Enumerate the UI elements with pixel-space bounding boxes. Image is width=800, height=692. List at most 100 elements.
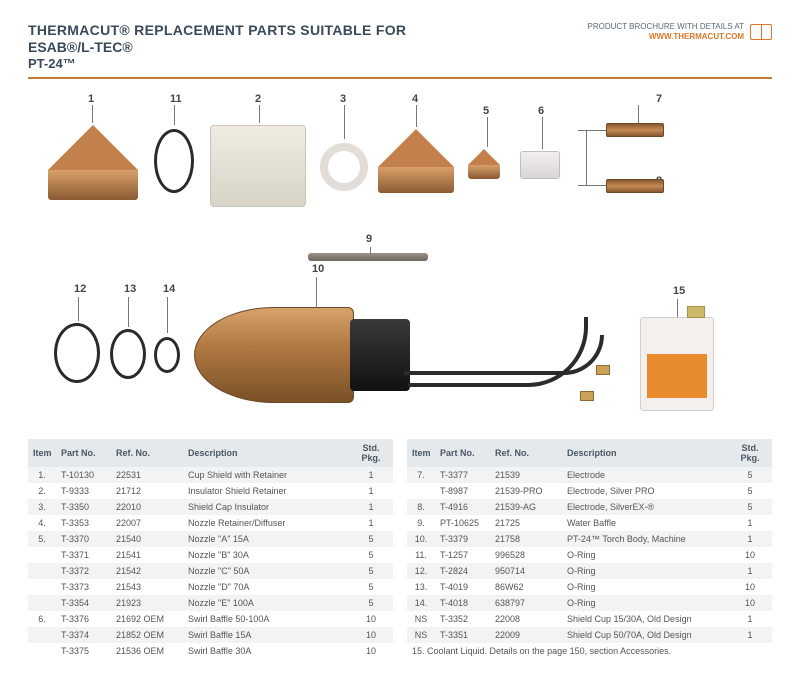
table-cell: Electrode, SilverEX-® (562, 499, 728, 515)
table-cell: 10 (728, 547, 772, 563)
table-cell: Nozzle "C" 50A (183, 563, 349, 579)
table-cell: 14. (407, 595, 435, 611)
table-cell: T-3372 (56, 563, 111, 579)
table-cell (28, 579, 56, 595)
table-row: T-898721539-PROElectrode, Silver PRO5 (407, 483, 772, 499)
th-ref: Ref. No. (490, 439, 562, 467)
table-cell: 21712 (111, 483, 183, 499)
table-row: NST-335222008Shield Cup 15/30A, Old Desi… (407, 611, 772, 627)
table-cell: 638797 (490, 595, 562, 611)
table-cell: Cup Shield with Retainer (183, 467, 349, 483)
parts-table-right: Item Part No. Ref. No. Description Std. … (407, 439, 772, 659)
callout-15: 15 (673, 285, 685, 297)
table-cell: Nozzle "E" 100A (183, 595, 349, 611)
table-row: 9.PT-1062521725Water Baffle1 (407, 515, 772, 531)
table-cell (28, 595, 56, 611)
table-cell: 21540 (111, 531, 183, 547)
table-cell: 4. (28, 515, 56, 531)
callout-12: 12 (74, 283, 86, 295)
part-14-oring (154, 337, 180, 373)
table-cell: PT-24™ Torch Body, Machine (562, 531, 728, 547)
table-cell: 1 (349, 483, 393, 499)
table-cell: 21542 (111, 563, 183, 579)
part-8-electrode (606, 179, 664, 193)
table-cell: 5 (349, 531, 393, 547)
table-cell: 22009 (490, 627, 562, 643)
th-pkg: Std. Pkg. (728, 439, 772, 467)
table-cell: O-Ring (562, 563, 728, 579)
brochure-link[interactable]: WWW.THERMACUT.COM (588, 32, 744, 42)
table-cell: Insulator Shield Retainer (183, 483, 349, 499)
part-1-shield-cup (48, 125, 138, 200)
table-cell: NS (407, 611, 435, 627)
table-cell: 21852 OEM (111, 627, 183, 643)
table-cell: T-9333 (56, 483, 111, 499)
part-10-cable-2 (408, 317, 588, 387)
table-cell: 5 (349, 595, 393, 611)
table-cell: Water Baffle (562, 515, 728, 531)
table-cell: Nozzle "A" 15A (183, 531, 349, 547)
footnote-row: 15. Coolant Liquid. Details on the page … (407, 643, 772, 659)
table-cell: 21923 (111, 595, 183, 611)
table-cell: 21541 (111, 547, 183, 563)
th-ref: Ref. No. (111, 439, 183, 467)
th-desc: Description (183, 439, 349, 467)
table-cell: 1 (349, 499, 393, 515)
table-cell: 21692 OEM (111, 611, 183, 627)
table-cell: 10 (728, 595, 772, 611)
table-cell: Electrode, Silver PRO (562, 483, 728, 499)
table-cell: Nozzle "D" 70A (183, 579, 349, 595)
table-cell: 7. (407, 467, 435, 483)
table-cell (407, 483, 435, 499)
table-cell: NS (407, 627, 435, 643)
table-cell (28, 627, 56, 643)
table-cell: 5 (728, 483, 772, 499)
table-cell: Nozzle Retainer/Diffuser (183, 515, 349, 531)
table-cell: 1 (728, 611, 772, 627)
page-header: THERMACUT® REPLACEMENT PARTS SUITABLE FO… (28, 22, 772, 79)
title-line3: PT-24™ (28, 56, 406, 72)
table-cell: T-3371 (56, 547, 111, 563)
table-cell: 21539 (490, 467, 562, 483)
table-cell: 21725 (490, 515, 562, 531)
table-cell: 10 (349, 643, 393, 659)
table-cell: T-3353 (56, 515, 111, 531)
table-cell: 1 (728, 627, 772, 643)
table-cell: 86W62 (490, 579, 562, 595)
table-cell: 5 (728, 467, 772, 483)
table-cell: Shield Cap Insulator (183, 499, 349, 515)
table-cell: 8. (407, 499, 435, 515)
th-item: Item (28, 439, 56, 467)
brochure-label: PRODUCT BROCHURE WITH DETAILS AT (588, 22, 744, 32)
table-cell: 21539-AG (490, 499, 562, 515)
table-cell: T-8987 (435, 483, 490, 499)
part-13-oring (110, 329, 146, 379)
table-cell (28, 547, 56, 563)
table-cell: 2. (28, 483, 56, 499)
table-row: 11.T-1257996528O-Ring10 (407, 547, 772, 563)
callout-1: 1 (88, 93, 94, 105)
table-cell: 22531 (111, 467, 183, 483)
table-cell: PT-10625 (435, 515, 490, 531)
part-15-coolant (640, 317, 714, 411)
footnote: 15. Coolant Liquid. Details on the page … (407, 643, 772, 659)
callout-9: 9 (366, 233, 372, 245)
table-cell: Shield Cup 50/70A, Old Design (562, 627, 728, 643)
table-cell: 1. (28, 467, 56, 483)
table-row: 14.T-4018638797O-Ring10 (407, 595, 772, 611)
table-cell: T-10130 (56, 467, 111, 483)
callout-4: 4 (412, 93, 418, 105)
table-cell: 21536 OEM (111, 643, 183, 659)
table-row: 2.T-933321712Insulator Shield Retainer1 (28, 483, 393, 499)
table-cell: O-Ring (562, 579, 728, 595)
exploded-diagram: 1 11 2 3 4 5 6 7 8 9 12 13 14 10 15 (28, 85, 772, 435)
table-row: 3.T-335022010Shield Cap Insulator1 (28, 499, 393, 515)
part-10-torch-body (194, 307, 354, 403)
table-cell: 11. (407, 547, 435, 563)
part-12-oring (54, 323, 100, 383)
table-cell (28, 563, 56, 579)
part-3-cap-insulator (320, 143, 368, 191)
callout-7: 7 (656, 93, 662, 105)
title-line1: THERMACUT® REPLACEMENT PARTS SUITABLE FO… (28, 22, 406, 39)
book-icon (750, 24, 772, 40)
